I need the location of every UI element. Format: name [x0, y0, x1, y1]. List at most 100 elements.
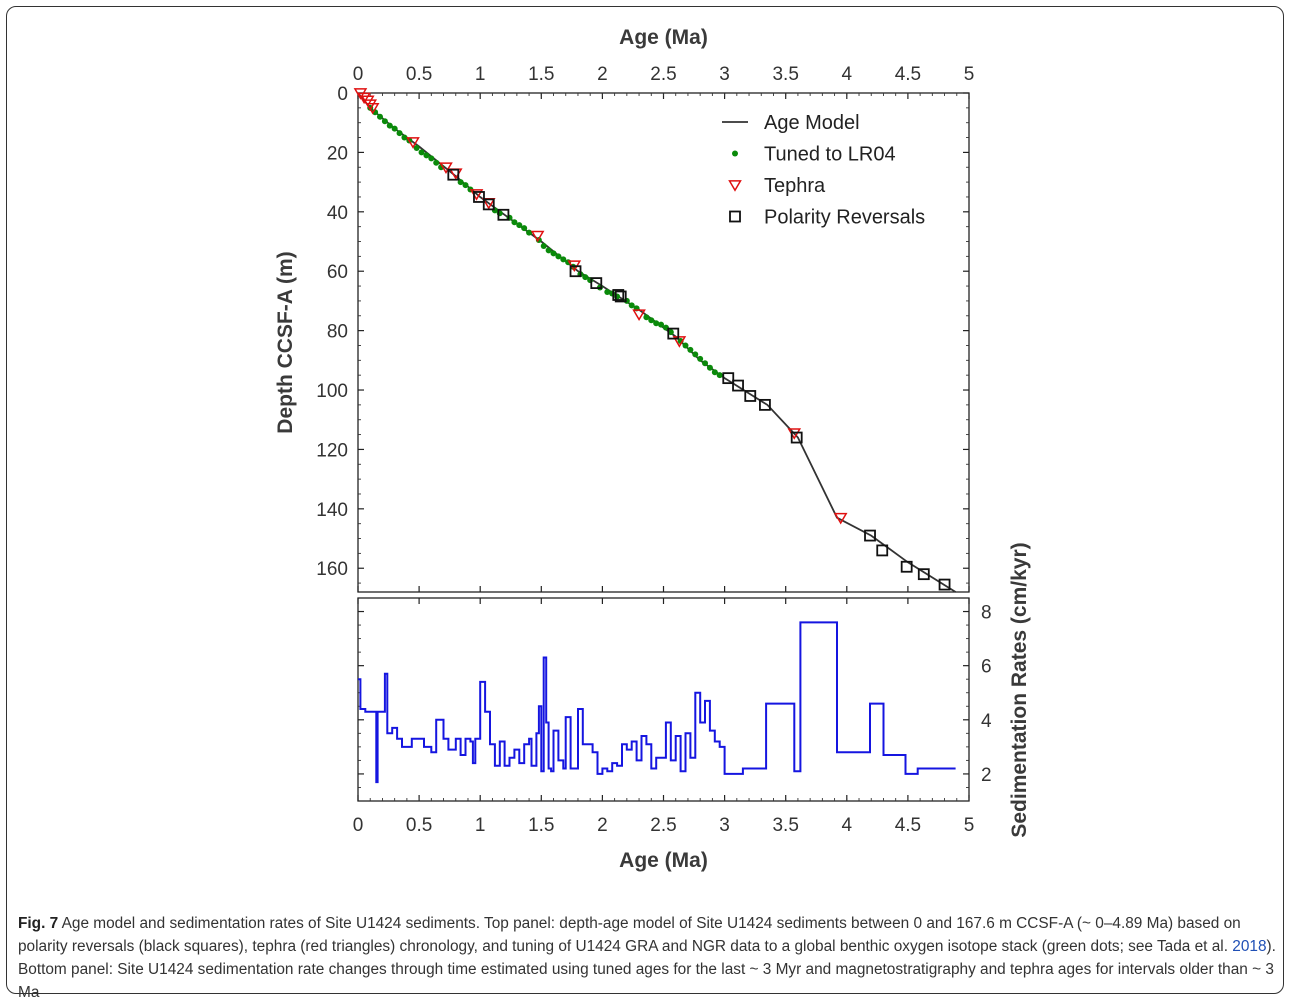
- tephra-point: [406, 137, 420, 149]
- legend-tephra-label: Tephra: [764, 175, 826, 197]
- tuned-lr04-point: [560, 256, 567, 263]
- tuned-lr04-point: [418, 149, 425, 156]
- top-x-tick-label: 4.5: [895, 64, 921, 85]
- polarity-reversal-point: [722, 372, 735, 385]
- figure-canvas: 0 0.5 1 1.5 2 2.5 3 3.5 4 4.5 50204060801001201401…: [274, 26, 1031, 872]
- tuned-lr04-point: [423, 152, 430, 159]
- caption-text-1: Age model and sedimentation rates of Sit…: [18, 915, 1241, 955]
- tuned-lr04-point: [702, 360, 709, 367]
- bottom-x-tick-label: 1: [475, 815, 486, 836]
- polarity-reversal-point: [900, 560, 913, 573]
- sedimentation-rate-line: [358, 621, 956, 784]
- top-y-tick-label: 160: [316, 559, 348, 580]
- top-y-tick-label: 40: [327, 203, 348, 224]
- tuned-lr04-point: [697, 355, 704, 362]
- top-y-tick-label: 20: [327, 143, 348, 164]
- top-x-tick-label: 4: [842, 64, 853, 85]
- top-x-tick-label: 5: [964, 64, 975, 85]
- tuned-lr04-point: [555, 253, 562, 260]
- top-x-tick-label: 0.5: [406, 64, 432, 85]
- tuned-lr04-point: [545, 247, 552, 254]
- tephra-point: [530, 230, 545, 243]
- legend-age-model-label: Age Model: [764, 112, 860, 134]
- polarity-reversal-point: [473, 191, 485, 203]
- tuned-lr04-point: [462, 182, 469, 189]
- tuned-lr04-point: [643, 314, 650, 321]
- tuned-lr04-point: [396, 130, 403, 137]
- tuned-lr04-point: [682, 342, 689, 349]
- polarity-reversal-point: [569, 265, 582, 278]
- bottom-x-tick-label: 2: [597, 815, 608, 836]
- tuned-lr04-point: [428, 155, 435, 162]
- top-x-axis-title: Age (Ma): [619, 26, 708, 49]
- bottom-y-tick-label: 4: [981, 711, 992, 732]
- top-x-tick-label: 2: [597, 64, 608, 85]
- top-y-tick-label: 140: [316, 500, 348, 521]
- polarity-reversal-point: [864, 529, 876, 542]
- bottom-x-tick-label: 0: [353, 815, 364, 836]
- legend-polarity-swatch: [729, 210, 741, 223]
- polarity-reversal-point: [590, 277, 603, 289]
- top-y-tick-label: 60: [327, 262, 348, 283]
- figure-label: Fig. 7: [18, 915, 59, 932]
- caption-text-2: ). Bottom panel: Site U1424 sedimentatio…: [18, 938, 1276, 1001]
- top-y-tick-label: 80: [327, 322, 348, 343]
- tuned-lr04-point: [582, 274, 589, 281]
- tuned-lr04-point: [648, 317, 655, 324]
- tuned-lr04-point: [521, 225, 528, 232]
- sedimentation-rate-panel: 0 0.5 1 1.5 2 2.5 3 3.5 4 4.5 5 2 4 6 8 Age (Ma) Sedimen…: [353, 542, 1031, 872]
- tuned-lr04-point: [667, 329, 674, 336]
- top-x-tick-label: 0: [353, 64, 364, 85]
- polarity-reversal-point: [447, 168, 460, 181]
- top-x-tick-label: 1: [475, 64, 486, 85]
- bottom-x-tick-label: 3: [719, 815, 730, 836]
- tephra-point: [833, 512, 848, 525]
- caption-citation-link[interactable]: 2018: [1232, 938, 1267, 955]
- legend-polarity-label: Polarity Reversals: [764, 207, 925, 229]
- top-y-tick-label: 120: [316, 440, 348, 461]
- top-y-tick-label: 0: [337, 84, 348, 105]
- tephra-point: [365, 102, 380, 115]
- polarity-reversal-point: [482, 198, 495, 211]
- tephra-point: [672, 336, 687, 348]
- bottom-y-tick-label: 6: [981, 657, 992, 678]
- top-x-tick-label: 3.5: [772, 64, 798, 85]
- top-x-tick-label: 3: [719, 64, 730, 85]
- top-x-tick-label: 2.5: [650, 64, 676, 85]
- tuned-lr04-point: [391, 125, 398, 132]
- tephra-point: [357, 92, 371, 105]
- bottom-x-tick-label: 4: [842, 815, 853, 836]
- legend-tephra-swatch: [728, 180, 742, 192]
- tuned-lr04-point: [604, 289, 611, 296]
- tuned-lr04-point: [550, 250, 557, 257]
- polarity-reversal-point: [917, 568, 930, 581]
- polarity-reversal-point: [732, 379, 744, 392]
- tuned-lr04-point: [706, 364, 713, 371]
- bottom-x-tick-label: 3.5: [772, 815, 798, 836]
- bottom-y-tick-label: 8: [981, 603, 992, 624]
- tephra-point: [632, 309, 646, 321]
- top-plot-area: [357, 92, 970, 593]
- tuned-lr04-point: [386, 122, 393, 129]
- tuned-lr04-point: [526, 229, 533, 236]
- top-y-axis-title: Depth CCSF-A (m): [274, 251, 297, 433]
- tuned-lr04-point: [511, 219, 518, 226]
- bottom-x-tick-label: 0.5: [406, 815, 432, 836]
- bottom-x-tick-label: 1.5: [528, 815, 554, 836]
- bottom-y-axis-title: Sedimentation Rates (cm/kyr): [1008, 542, 1031, 837]
- tuned-lr04-point: [628, 302, 635, 309]
- figure-frame: [6, 6, 1284, 994]
- tuned-lr04-point: [692, 351, 699, 358]
- tuned-lr04-point: [413, 144, 420, 151]
- polarity-reversal-point: [614, 290, 627, 303]
- bottom-y-tick-label: 2: [981, 765, 992, 786]
- tuned-lr04-point: [658, 321, 665, 328]
- tuned-lr04-point: [540, 242, 547, 249]
- tuned-lr04-point: [687, 346, 694, 353]
- tuned-lr04-point: [516, 222, 523, 229]
- tuned-lr04-point: [381, 118, 388, 125]
- legend: Age Model Tuned to LR04 Tephra Polarity Rev…: [722, 112, 925, 229]
- polarity-reversal-point: [612, 289, 625, 301]
- bottom-x-tick-label: 5: [964, 815, 975, 836]
- legend-tuned-label: Tuned to LR04: [764, 144, 896, 166]
